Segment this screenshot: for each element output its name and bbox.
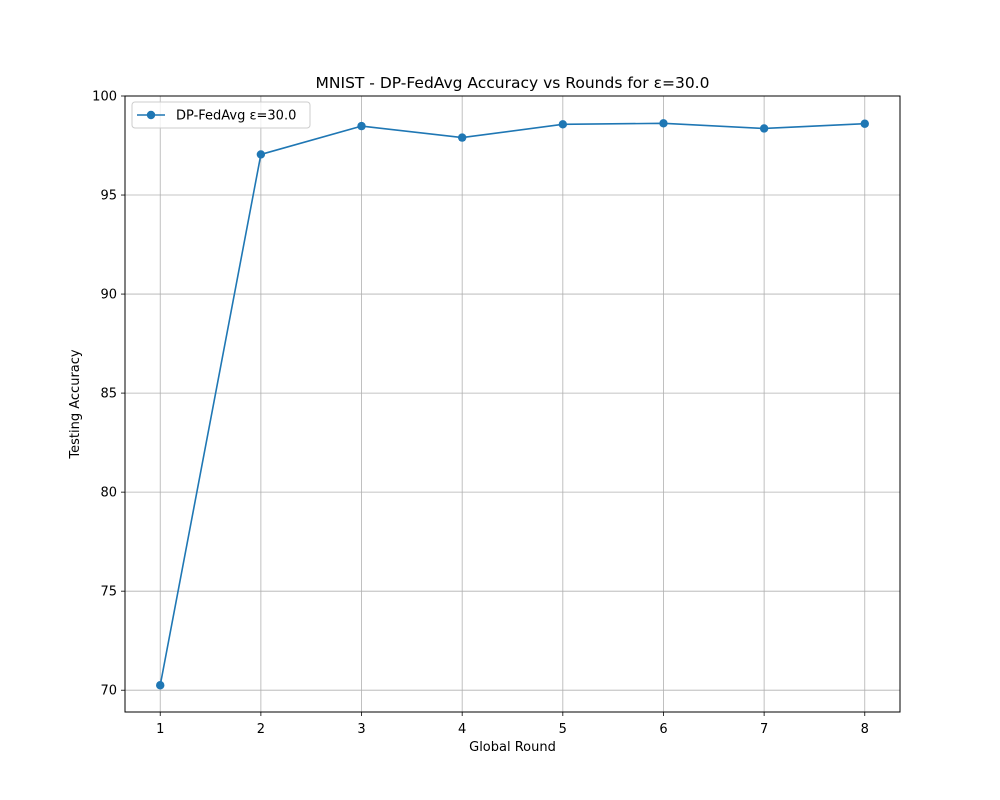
- plot-area-frame: [124, 95, 901, 713]
- legend-marker-swatch: [146, 110, 156, 120]
- series-layer: [156, 119, 869, 690]
- legend-label: DP-FedAvg ε=30.0: [176, 109, 296, 124]
- data-point: [659, 119, 668, 128]
- x-tick-label: 7: [760, 722, 768, 737]
- y-tick-label: 100: [92, 90, 117, 105]
- x-tick-label: 3: [357, 722, 365, 737]
- y-tick-label: 90: [100, 288, 117, 303]
- chart-title: MNIST - DP-FedAvg Accuracy vs Rounds for…: [316, 74, 710, 92]
- x-tick-label: 4: [458, 722, 466, 737]
- x-tick-label: 5: [559, 722, 567, 737]
- y-axis-label: Testing Accuracy: [68, 349, 83, 459]
- series-line: [159, 122, 865, 686]
- x-axis-ticks: 1 2 3 4 5 6 7 8: [156, 712, 869, 737]
- legend-box: [131, 101, 311, 129]
- y-tick-label: 95: [100, 189, 117, 204]
- x-tick-label: 1: [156, 722, 164, 737]
- y-tick-label: 80: [100, 486, 117, 501]
- data-point: [860, 119, 869, 128]
- data-point: [759, 124, 769, 133]
- data-point: [156, 681, 165, 690]
- data-point: [558, 120, 568, 129]
- y-tick-label: 70: [100, 684, 117, 699]
- y-axis-ticks: 70 75 80 85 90 95 100: [92, 90, 125, 699]
- x-tick-label: 6: [659, 722, 667, 737]
- data-point: [256, 150, 266, 159]
- x-axis-label: Global Round: [469, 740, 556, 755]
- data-point: [357, 121, 366, 131]
- x-tick-label: 8: [861, 722, 869, 737]
- x-tick-label: 2: [257, 722, 265, 737]
- y-tick-label: 85: [100, 387, 117, 402]
- y-tick-label: 75: [100, 585, 117, 600]
- legend: DP-FedAvg ε=30.0: [131, 101, 311, 129]
- data-point: [457, 133, 467, 142]
